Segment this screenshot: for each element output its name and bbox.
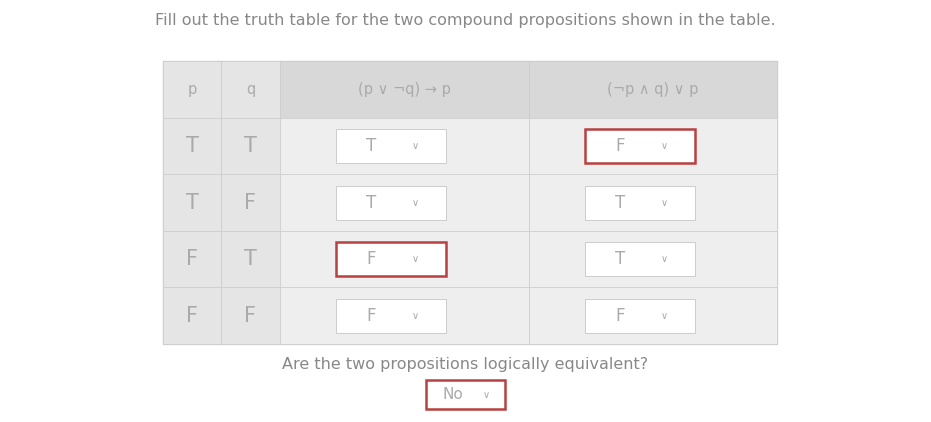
FancyBboxPatch shape xyxy=(529,61,777,118)
Text: F: F xyxy=(245,192,256,213)
Text: Fill out the truth table for the two compound propositions shown in the table.: Fill out the truth table for the two com… xyxy=(155,13,776,28)
Text: F: F xyxy=(186,306,198,326)
Text: F: F xyxy=(186,249,198,269)
FancyBboxPatch shape xyxy=(279,61,529,118)
FancyBboxPatch shape xyxy=(585,186,695,219)
FancyBboxPatch shape xyxy=(336,242,446,276)
Text: T: T xyxy=(615,250,626,268)
Text: T: T xyxy=(366,137,376,155)
FancyBboxPatch shape xyxy=(163,61,777,344)
Text: (¬p ∧ q) ∨ p: (¬p ∧ q) ∨ p xyxy=(607,82,698,97)
FancyBboxPatch shape xyxy=(222,118,279,174)
Text: ∨: ∨ xyxy=(412,141,419,151)
FancyBboxPatch shape xyxy=(336,186,446,219)
FancyBboxPatch shape xyxy=(222,231,279,287)
FancyBboxPatch shape xyxy=(279,118,529,174)
FancyBboxPatch shape xyxy=(222,287,279,344)
Text: ∨: ∨ xyxy=(412,254,419,264)
Text: ∨: ∨ xyxy=(660,141,668,151)
FancyBboxPatch shape xyxy=(585,129,695,163)
Text: F: F xyxy=(367,307,376,325)
Text: F: F xyxy=(615,307,625,325)
FancyBboxPatch shape xyxy=(336,129,446,163)
FancyBboxPatch shape xyxy=(585,299,695,333)
FancyBboxPatch shape xyxy=(163,287,222,344)
Text: q: q xyxy=(246,82,255,97)
FancyBboxPatch shape xyxy=(529,174,777,231)
FancyBboxPatch shape xyxy=(279,174,529,231)
FancyBboxPatch shape xyxy=(163,174,222,231)
FancyBboxPatch shape xyxy=(426,380,505,409)
FancyBboxPatch shape xyxy=(163,118,222,174)
Text: T: T xyxy=(185,136,198,156)
Text: ∨: ∨ xyxy=(660,197,668,208)
FancyBboxPatch shape xyxy=(529,231,777,287)
Text: ∨: ∨ xyxy=(660,254,668,264)
Text: T: T xyxy=(366,194,376,211)
Text: F: F xyxy=(245,306,256,326)
FancyBboxPatch shape xyxy=(163,61,222,118)
Text: (p ∨ ¬q) → p: (p ∨ ¬q) → p xyxy=(358,82,451,97)
Text: T: T xyxy=(615,194,626,211)
FancyBboxPatch shape xyxy=(222,174,279,231)
FancyBboxPatch shape xyxy=(336,299,446,333)
FancyBboxPatch shape xyxy=(279,231,529,287)
Text: p: p xyxy=(187,82,196,97)
FancyBboxPatch shape xyxy=(279,287,529,344)
Text: T: T xyxy=(244,136,257,156)
Text: ∨: ∨ xyxy=(482,390,490,400)
FancyBboxPatch shape xyxy=(585,242,695,276)
Text: Are the two propositions logically equivalent?: Are the two propositions logically equiv… xyxy=(282,357,649,372)
FancyBboxPatch shape xyxy=(163,231,222,287)
Text: T: T xyxy=(244,249,257,269)
FancyBboxPatch shape xyxy=(222,61,279,118)
FancyBboxPatch shape xyxy=(529,118,777,174)
Text: No: No xyxy=(442,387,464,402)
FancyBboxPatch shape xyxy=(529,287,777,344)
Text: F: F xyxy=(367,250,376,268)
Text: ∨: ∨ xyxy=(660,311,668,321)
Text: T: T xyxy=(185,192,198,213)
Text: ∨: ∨ xyxy=(412,197,419,208)
Text: ∨: ∨ xyxy=(412,311,419,321)
Text: F: F xyxy=(615,137,625,155)
